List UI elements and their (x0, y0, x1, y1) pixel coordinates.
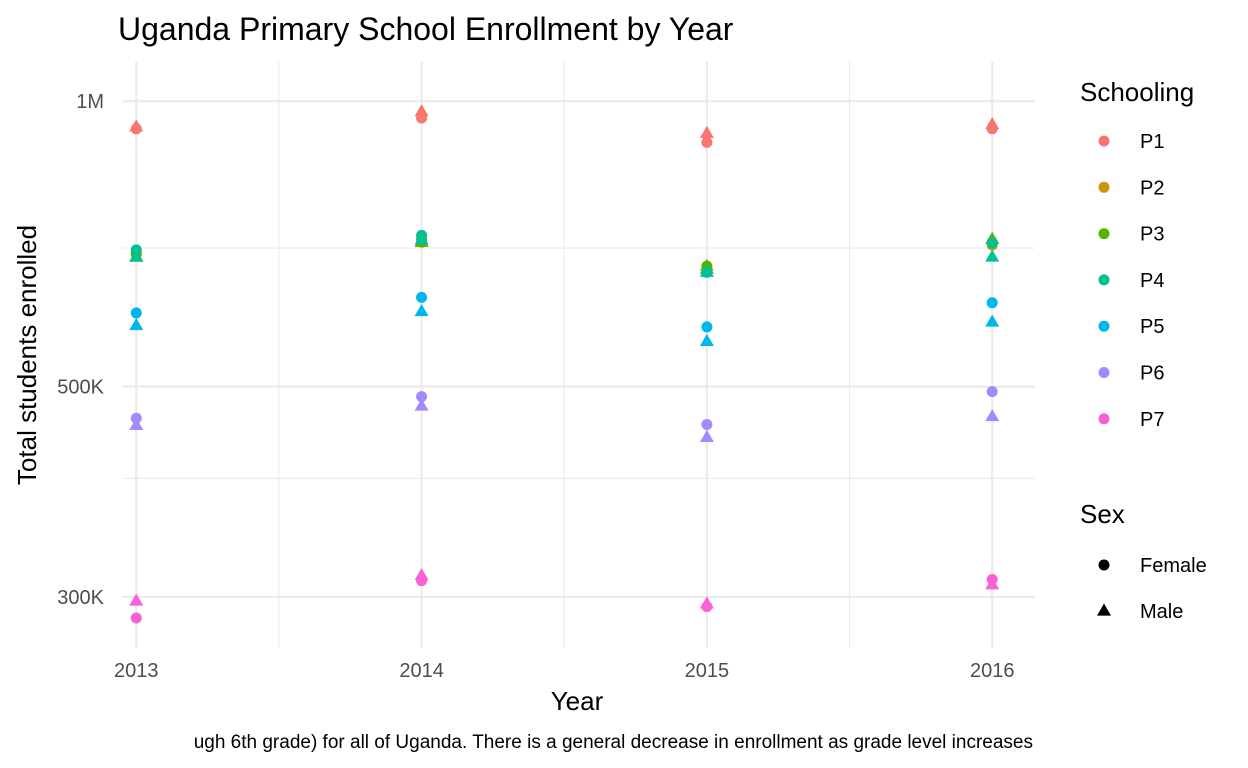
legend-label-p7: P7 (1140, 409, 1164, 431)
point-p6-female-2014 (416, 391, 428, 403)
legend-key-male (1097, 603, 1111, 616)
point-p6-female-2016 (986, 386, 998, 398)
color-legend-title: Schooling (1080, 77, 1194, 107)
point-p4-male-2015 (699, 264, 714, 277)
legend-label-female: Female (1140, 555, 1207, 577)
legend-key-p5 (1098, 320, 1110, 332)
point-p4-female-2016 (986, 237, 998, 249)
point-p5-female-2015 (701, 321, 713, 333)
point-p4-male-2016 (985, 249, 1000, 262)
legend-label-p1: P1 (1140, 131, 1164, 153)
x-tick-label: 2013 (114, 660, 159, 682)
y-tick-label: 1M (76, 91, 104, 113)
legend-key-p6 (1098, 367, 1110, 378)
point-p6-male-2015 (699, 429, 714, 442)
point-p4-male-2014 (414, 232, 429, 245)
point-p7-male-2013 (129, 593, 144, 606)
legend-key-p3 (1098, 228, 1110, 240)
point-p5-male-2014 (414, 304, 429, 317)
y-tick-label: 300K (57, 587, 104, 609)
x-tick-label: 2015 (685, 660, 730, 682)
y-tick-label: 500K (57, 377, 104, 399)
x-axis-ticks: 2013 2014 2015 2016 (114, 660, 1014, 682)
point-p6-male-2013 (129, 417, 144, 431)
color-legend: Schooling P1 P2 P3 P4 P5 P6 P7 (1080, 77, 1194, 431)
legend-key-p2 (1098, 181, 1110, 193)
y-axis-ticks: 300K 500K 1M (57, 91, 104, 609)
point-p6-male-2016 (985, 408, 1000, 422)
legend-label-p4: P4 (1140, 270, 1164, 292)
legend-key-p1 (1098, 135, 1110, 147)
point-p4-male-2013 (129, 249, 144, 262)
x-tick-label: 2014 (399, 660, 444, 682)
point-p5-female-2016 (986, 297, 998, 309)
point-p1-female-2015 (701, 136, 713, 148)
shape-legend: Sex Female Male (1080, 499, 1207, 623)
point-p1-male-2016 (985, 117, 1000, 130)
point-p5-male-2015 (699, 333, 714, 347)
chart-title: Uganda Primary School Enrollment by Year (118, 11, 734, 47)
shape-legend-title: Sex (1080, 499, 1125, 529)
legend-key-p4 (1098, 274, 1110, 286)
grid (122, 62, 1035, 648)
legend-label-p3: P3 (1140, 224, 1164, 246)
legend-label-p2: P2 (1140, 177, 1164, 199)
chart-caption: ugh 6th grade) for all of Uganda. There … (194, 732, 1033, 753)
point-p7-male-2014 (414, 568, 429, 581)
legend-label-p5: P5 (1140, 316, 1164, 338)
y-axis-title: Total students enrolled (12, 225, 42, 485)
point-p6-female-2015 (701, 419, 713, 431)
point-p5-male-2013 (129, 317, 144, 331)
point-p7-male-2016 (985, 577, 1000, 590)
legend-label-p6: P6 (1140, 363, 1164, 385)
legend-key-p7 (1098, 413, 1110, 425)
x-axis-title: Year (551, 686, 604, 716)
legend-key-female (1098, 559, 1110, 571)
point-p7-male-2015 (699, 596, 714, 609)
x-tick-label: 2016 (970, 660, 1015, 682)
point-p1-male-2014 (414, 104, 429, 117)
point-p5-female-2013 (130, 307, 142, 319)
point-p7-female-2013 (130, 612, 142, 624)
point-p5-male-2016 (985, 314, 1000, 327)
legend-label-male: Male (1140, 601, 1183, 623)
point-p5-female-2014 (416, 291, 428, 303)
point-p6-male-2014 (414, 398, 429, 411)
point-p1-male-2013 (129, 119, 144, 132)
data-points (129, 104, 1000, 624)
point-p1-male-2015 (699, 125, 714, 138)
